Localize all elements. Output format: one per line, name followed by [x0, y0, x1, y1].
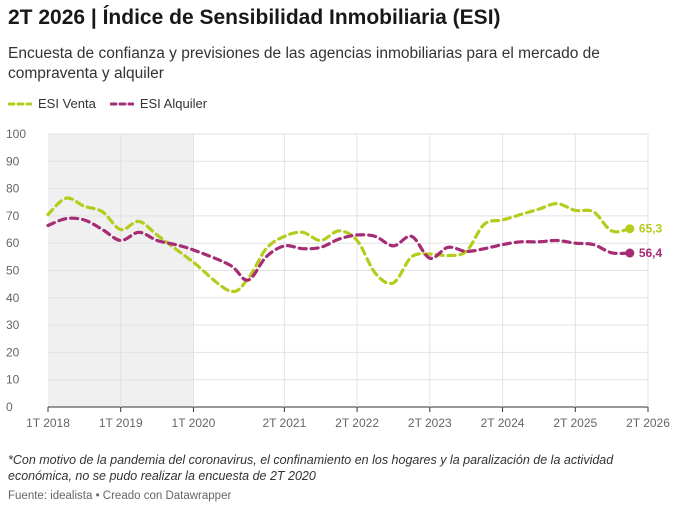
y-tick-label: 40	[6, 291, 20, 305]
legend-swatch-venta	[8, 102, 32, 105]
y-tick-label: 30	[6, 318, 20, 332]
end-label-venta: 65,3	[639, 222, 663, 236]
x-tick-label: 2T 2023	[408, 416, 452, 430]
legend-label-alquiler: ESI Alquiler	[139, 96, 208, 111]
x-tick-label: 1T 2019	[99, 416, 143, 430]
series-line-alquiler	[46, 216, 632, 282]
chart-subtitle: Encuesta de confianza y previsiones de l…	[8, 45, 600, 82]
chart-title: 2T 2026 | Índice de Sensibilidad Inmobil…	[8, 6, 501, 29]
end-label-alquiler: 56,4	[639, 246, 663, 260]
x-tick-label: 2T 2021	[262, 416, 306, 430]
x-tick-label: 1T 2020	[172, 416, 216, 430]
legend-swatch-alquiler	[109, 102, 134, 105]
y-tick-label: 60	[6, 236, 20, 250]
legend-item-venta: ESI Venta	[8, 96, 96, 111]
source-credit: Fuente: idealista • Creado con Datawrapp…	[8, 490, 232, 502]
legend: ESI Venta ESI Alquiler	[8, 96, 221, 111]
y-tick-label: 20	[6, 345, 20, 359]
y-tick-label: 10	[6, 373, 20, 387]
x-tick-label: 2T 2024	[481, 416, 525, 430]
y-tick-label: 90	[6, 154, 20, 168]
legend-label-venta: ESI Venta	[38, 96, 96, 111]
y-tick-label: 70	[6, 209, 20, 223]
y-tick-label: 50	[6, 264, 20, 278]
x-tick-label: 2T 2025	[553, 416, 597, 430]
y-tick-label: 80	[6, 182, 20, 196]
end-point-alquiler	[625, 248, 635, 258]
x-tick-label: 1T 2018	[26, 416, 70, 430]
x-tick-label: 2T 2022	[335, 416, 379, 430]
series-line-venta	[46, 196, 632, 294]
footnote: *Con motivo de la pandemia del coronavir…	[8, 453, 614, 483]
end-point-venta	[625, 224, 635, 234]
y-tick-label: 0	[6, 400, 13, 414]
y-tick-label: 100	[6, 127, 26, 141]
x-tick-label: 2T 2026	[626, 416, 670, 430]
legend-item-alquiler: ESI Alquiler	[109, 96, 208, 111]
